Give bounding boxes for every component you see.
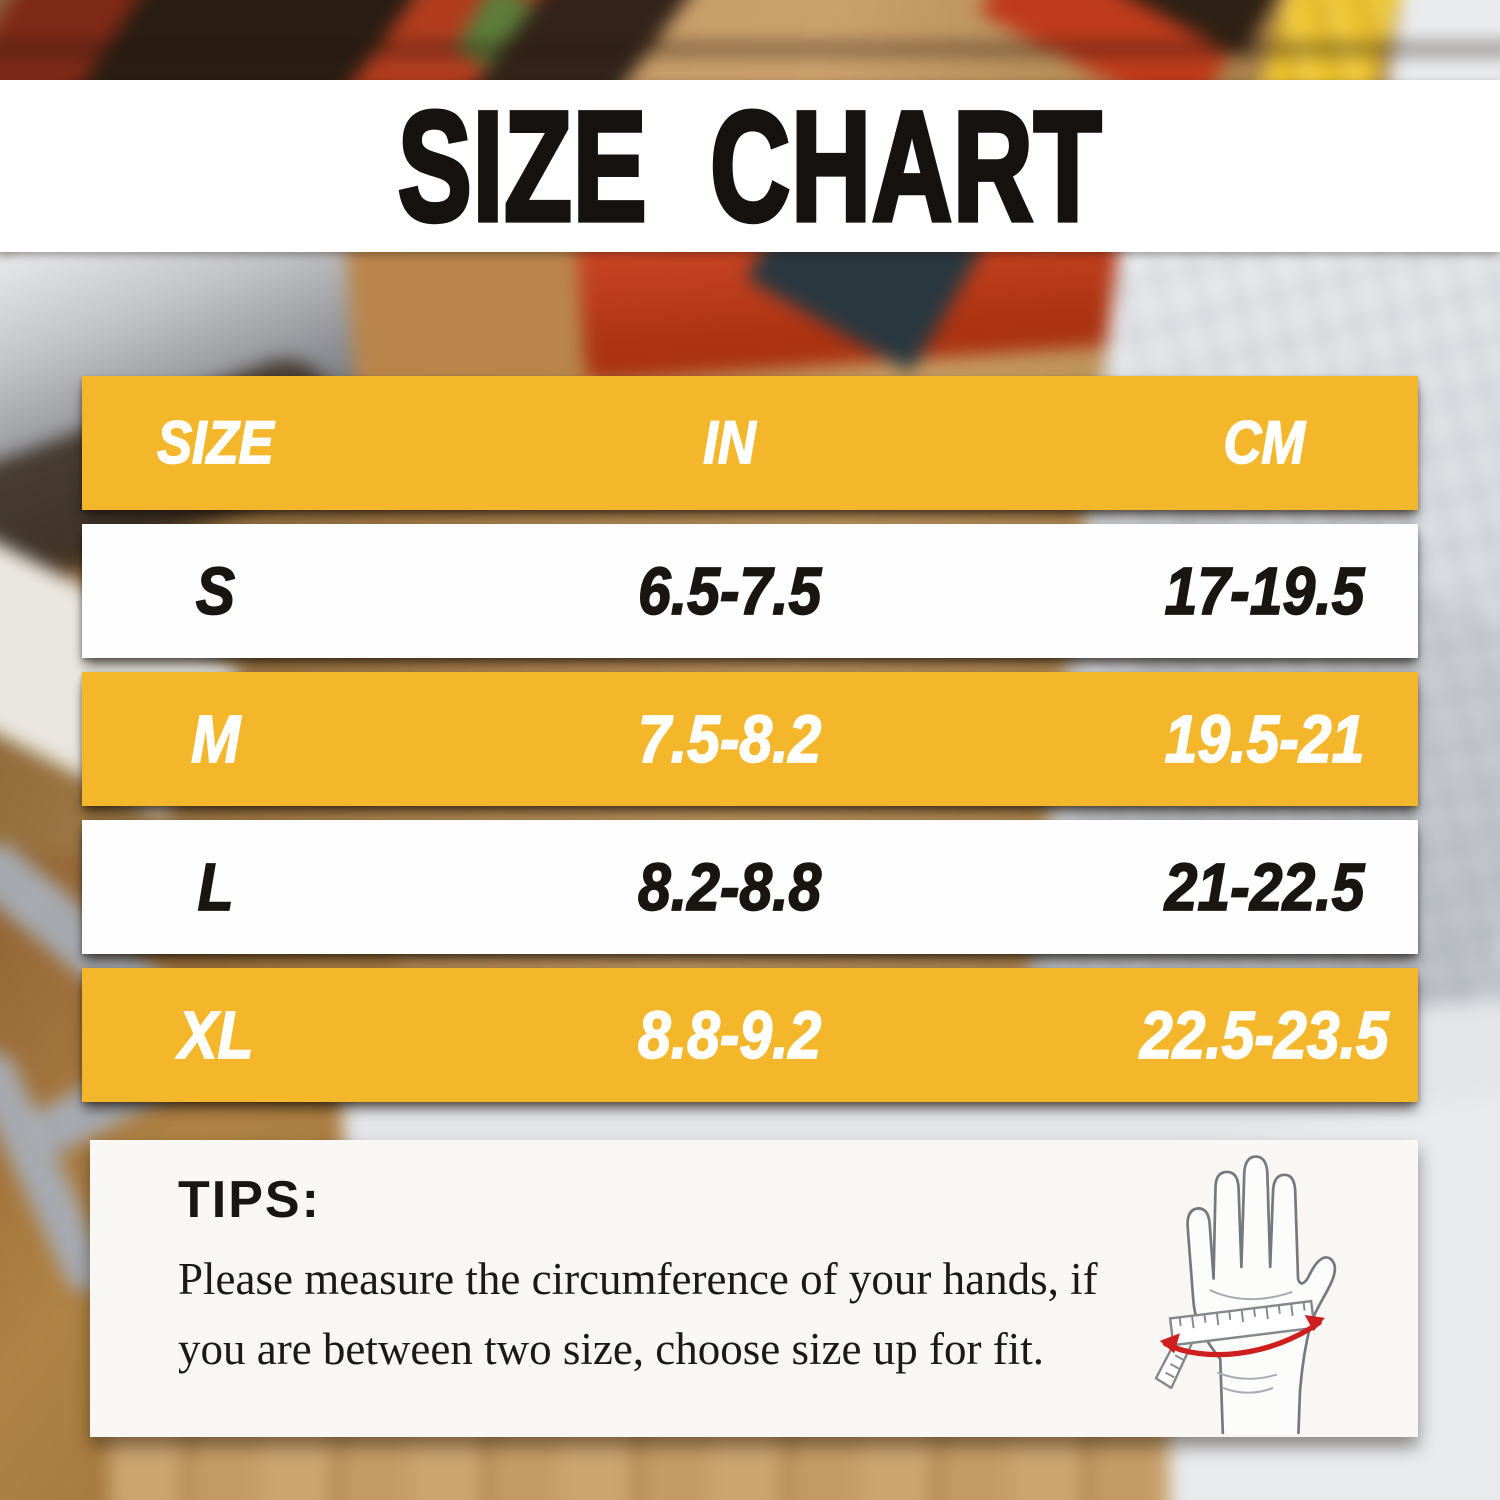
- in-cell: 7.5-8.2: [349, 700, 1111, 777]
- header-cm-label: CM: [1223, 409, 1306, 478]
- size-table-header-row: SIZE IN CM: [82, 376, 1418, 510]
- page-title: SIZE CHART: [396, 78, 1103, 254]
- header-in: IN: [349, 409, 1111, 478]
- cm-cell: 19.5-21: [1111, 700, 1418, 777]
- hand-measure-icon: [1154, 1155, 1337, 1437]
- table-row-l: L 8.2-8.8 21-22.5: [82, 820, 1418, 954]
- header-size-label: SIZE: [157, 409, 275, 478]
- tips-text: TIPS: Please measure the circumference o…: [178, 1170, 1158, 1384]
- cm-value: 17-19.5: [1164, 552, 1365, 629]
- cm-value: 22.5-23.5: [1139, 996, 1389, 1073]
- size-cell: M: [82, 700, 349, 777]
- cm-cell: 21-22.5: [1111, 848, 1418, 925]
- in-cell: 8.8-9.2: [349, 996, 1111, 1073]
- header-cm: CM: [1111, 409, 1418, 478]
- size-cell: XL: [82, 996, 349, 1073]
- in-value: 8.2-8.8: [638, 848, 823, 925]
- size-table: SIZE IN CM S 6.5-7.5 17-19.5 M 7.5-8.2 1…: [82, 376, 1418, 1102]
- photo-edge-shadow: [0, 44, 1500, 54]
- header-in-label: IN: [703, 409, 757, 478]
- size-value: M: [190, 700, 241, 777]
- in-cell: 8.2-8.8: [349, 848, 1111, 925]
- in-value: 8.8-9.2: [638, 996, 823, 1073]
- size-value: L: [197, 848, 234, 925]
- cm-value: 19.5-21: [1164, 700, 1365, 777]
- cm-value: 21-22.5: [1164, 848, 1365, 925]
- tips-body: Please measure the circumference of your…: [178, 1254, 1098, 1375]
- title-banner: SIZE CHART: [0, 80, 1500, 252]
- table-row-m: M 7.5-8.2 19.5-21: [82, 672, 1418, 806]
- in-cell: 6.5-7.5: [349, 552, 1111, 629]
- in-value: 6.5-7.5: [638, 552, 823, 629]
- hand-illustration: [1136, 1146, 1366, 1437]
- header-size: SIZE: [82, 409, 349, 478]
- tips-heading: TIPS:: [178, 1171, 321, 1229]
- size-cell: S: [82, 552, 349, 629]
- cm-cell: 17-19.5: [1111, 552, 1418, 629]
- table-row-s: S 6.5-7.5 17-19.5: [82, 524, 1418, 658]
- size-cell: L: [82, 848, 349, 925]
- cm-cell: 22.5-23.5: [1111, 996, 1418, 1073]
- size-value: S: [195, 552, 236, 629]
- in-value: 7.5-8.2: [638, 700, 823, 777]
- tips-box: TIPS: Please measure the circumference o…: [90, 1140, 1418, 1437]
- size-value: XL: [177, 996, 254, 1073]
- table-row-xl: XL 8.8-9.2 22.5-23.5: [82, 968, 1418, 1102]
